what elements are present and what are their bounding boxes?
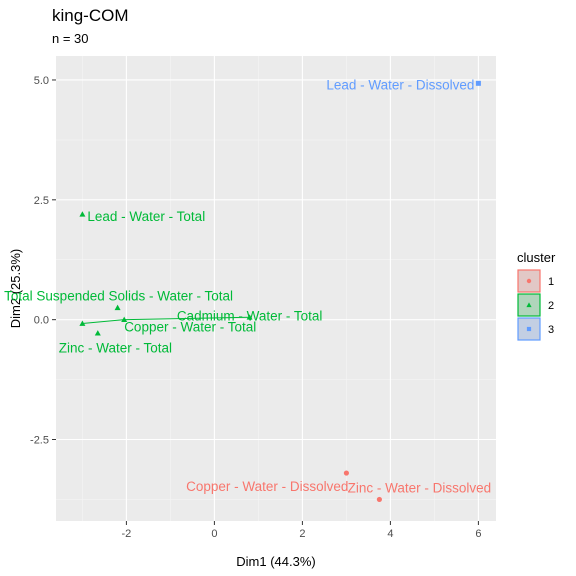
chart-title: king-COM (52, 6, 129, 25)
legend-label: 2 (548, 300, 554, 312)
legend-label: 1 (548, 276, 554, 288)
data-point (79, 211, 86, 217)
x-tick-label: 0 (211, 528, 217, 540)
point-label: Copper - Water - Dissolved (186, 479, 348, 494)
label-connector (124, 316, 250, 321)
legend-marker (526, 278, 532, 284)
y-tick-label: 2.5 (34, 195, 49, 207)
legend-marker (526, 302, 532, 308)
data-point (376, 496, 382, 503)
x-tick-label: 6 (475, 528, 481, 540)
point-label: Cadmium - Water - Total (177, 308, 323, 323)
label-connector (82, 319, 125, 324)
point-label: Zinc - Water - Dissolved (348, 480, 492, 495)
y-tick-label: 0.0 (34, 315, 49, 327)
x-tick-label: 2 (299, 528, 305, 540)
point-label: Copper - Water - Total (124, 320, 256, 335)
data-point (121, 316, 128, 323)
chart-subtitle: n = 30 (52, 31, 89, 46)
x-tick-label: 4 (387, 528, 393, 540)
x-axis-title: Dim1 (44.3%) (236, 554, 315, 569)
data-point (79, 320, 86, 326)
data-point (94, 330, 101, 336)
point-label: Lead - Water - Total (87, 209, 205, 224)
legend-title: cluster (517, 250, 556, 265)
legend-marker (526, 326, 532, 332)
plot-panel (56, 56, 496, 521)
data-point (246, 314, 253, 320)
point-label: Zinc - Water - Total (59, 340, 172, 355)
data-point (343, 470, 349, 476)
y-axis-title: Dim2 (25.3%) (8, 249, 23, 328)
y-tick-label: -2.5 (30, 435, 49, 447)
y-tick-label: 5.0 (34, 75, 49, 87)
point-label: Lead - Water - Dissolved (326, 77, 474, 92)
x-tick-label: -2 (122, 528, 132, 540)
point-label: Total Suspended Solids - Water - Total (4, 289, 233, 304)
legend-label: 3 (548, 324, 554, 336)
data-point (475, 80, 481, 86)
data-point (114, 304, 121, 311)
